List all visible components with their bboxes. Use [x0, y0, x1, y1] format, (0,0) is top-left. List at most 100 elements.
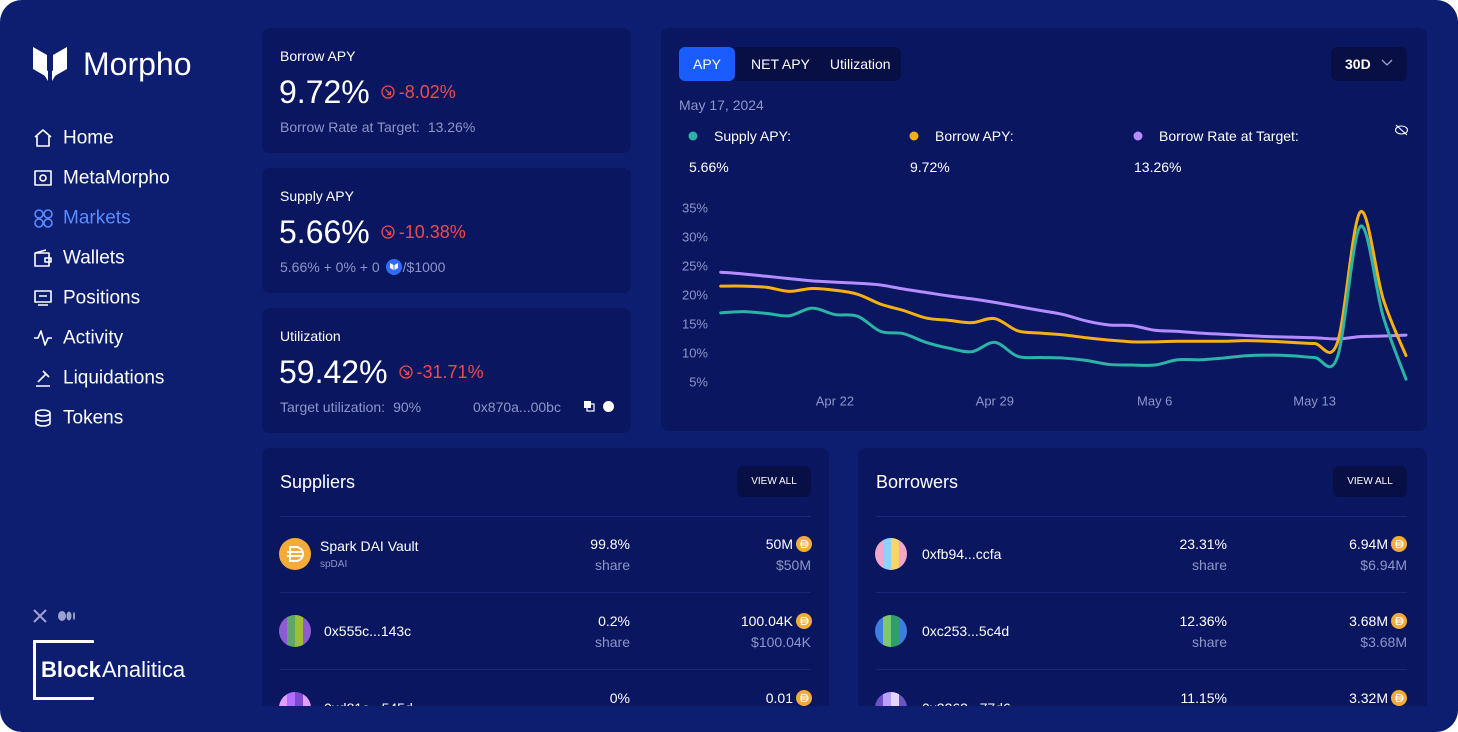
coin-icon [796, 613, 812, 629]
avatar-pixel [883, 562, 891, 570]
chevron [1381, 59, 1393, 66]
token-bg [279, 538, 311, 570]
y-tick-label: 5% [689, 374, 708, 389]
stat-value: 9.72% [279, 74, 370, 110]
row-divider [876, 592, 1407, 593]
partner-box [33, 640, 94, 700]
tab[interactable]: NET APY [751, 56, 810, 72]
nav-icon [34, 330, 52, 346]
nav-icon-path [35, 409, 51, 427]
view-all-button[interactable] [737, 466, 811, 497]
tab[interactable]: Utilization [829, 56, 891, 72]
coin-icon [796, 536, 812, 552]
nav-item[interactable]: Activity [63, 327, 124, 349]
medium-dot [73, 612, 75, 620]
avatar [279, 615, 311, 647]
avatar-pixel [883, 700, 891, 706]
avatar-pixel [899, 546, 907, 554]
avatar-pixel [279, 631, 287, 639]
avatar-pixel [287, 639, 295, 647]
y-tick-label: 15% [682, 316, 708, 331]
avatar-pixel [899, 562, 907, 570]
row-name: 0xc253...5c4d [922, 623, 1010, 639]
row-amount-usd: $50M [775, 557, 811, 573]
nav-icon-path [34, 249, 52, 267]
avatar-pixel [899, 615, 907, 623]
tab-bar: APY NET APY Utilization [679, 47, 901, 81]
legend-dot [1133, 131, 1143, 141]
avatar-pixel [875, 538, 883, 546]
legend-value: 5.66% [689, 159, 729, 175]
view-all-button[interactable] [1333, 466, 1407, 497]
avatar-pixels [279, 692, 311, 706]
nav-icon [34, 209, 53, 228]
nav-item[interactable]: Positions [63, 287, 141, 309]
change-arrow [384, 229, 391, 236]
avatar-pixel [279, 692, 287, 700]
stat-card [262, 308, 631, 433]
row-amount-usd: $100.04K [751, 634, 811, 650]
avatar [279, 692, 311, 706]
chart-panel [661, 28, 1427, 431]
range-value[interactable]: 30D [1345, 56, 1371, 72]
avatar [279, 538, 311, 570]
avatar-pixel [875, 631, 883, 639]
nav-item[interactable]: Wallets [63, 247, 125, 269]
row-amount: 50M [765, 536, 793, 552]
stat-address: 0x870a...00bc [473, 399, 561, 415]
nav-item[interactable]: Tokens [63, 407, 124, 429]
table-panel [858, 448, 1427, 706]
logo-shape [38, 65, 62, 81]
view-all-label[interactable]: VIEW ALL [751, 476, 797, 487]
row-share: 23.31% [1179, 536, 1227, 552]
avatar-pixel [287, 615, 295, 623]
reward-icon [385, 259, 402, 275]
row-amount: 3.32M [1349, 690, 1388, 706]
series-line [719, 224, 1408, 381]
avatar-pixel [891, 615, 899, 623]
avatar-pixel [883, 692, 891, 700]
hide-icon [1394, 124, 1409, 136]
row-amount: 3.68M [1349, 613, 1388, 629]
nav-item[interactable]: Markets [63, 207, 131, 229]
coin [796, 613, 812, 629]
avatar-pixel [899, 538, 907, 546]
coin-mark [1395, 539, 1404, 549]
avatar-pixel [295, 639, 303, 647]
avatar-pixel [891, 623, 899, 631]
y-tick-label: 25% [682, 258, 708, 273]
row-share: 11.15% [1180, 690, 1227, 706]
avatar-pixel [899, 692, 907, 700]
avatar-pixel [295, 615, 303, 623]
content: Morpho Home MetaMorpho Markets Wallets Positi… [33, 28, 1427, 706]
avatar-pixel [875, 623, 883, 631]
row-name: Spark DAI Vault [320, 538, 419, 554]
tab[interactable]: APY [679, 47, 736, 81]
coin [1391, 536, 1407, 552]
avatar-pixel [891, 554, 899, 562]
coin-mark [1395, 616, 1404, 626]
divider [280, 516, 811, 517]
x-tick-label: May 13 [1293, 393, 1336, 408]
change-icon [398, 365, 413, 379]
nav-item[interactable]: Liquidations [63, 367, 165, 389]
avatar-pixel [883, 538, 891, 546]
avatar-pixel [891, 700, 899, 706]
brand-logo [33, 47, 67, 81]
view-all-label[interactable]: VIEW ALL [1347, 476, 1393, 487]
coin [1391, 690, 1407, 706]
nav-item[interactable]: Home [63, 127, 114, 149]
x-tick-label: Apr 29 [976, 393, 1014, 408]
change-ring [381, 225, 395, 239]
partner-name: Block [41, 657, 101, 682]
row-amount: 6.94M [1349, 536, 1388, 552]
nav-item[interactable]: MetaMorpho [63, 167, 170, 189]
row-amount: 0.01 [765, 690, 793, 706]
change-icon [381, 85, 395, 99]
series-line [719, 210, 1408, 358]
avatar-pixel [883, 615, 891, 623]
copy-shape [586, 403, 595, 412]
range-select[interactable] [1331, 47, 1407, 81]
avatar-pixel [875, 554, 883, 562]
